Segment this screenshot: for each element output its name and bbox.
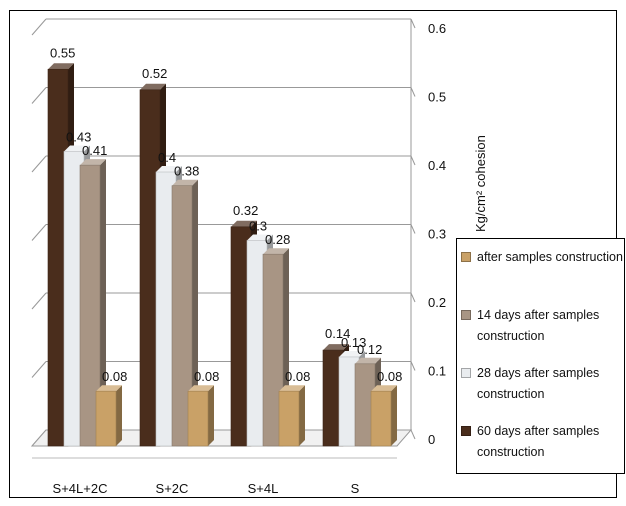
data-label: 0.55 <box>50 45 75 60</box>
gridline-tick <box>410 224 416 234</box>
x-tick-label: S+4L <box>248 481 279 496</box>
bar-top <box>231 220 257 227</box>
data-label: 0.52 <box>142 66 167 81</box>
gridline-edge <box>31 361 47 378</box>
legend-label: after samples construction <box>477 250 623 264</box>
bar-top <box>339 350 365 357</box>
bar <box>187 390 209 447</box>
bar-side <box>391 385 397 446</box>
bar-top <box>140 83 166 90</box>
data-label: 0.4 <box>158 150 176 165</box>
legend-swatch <box>461 252 471 262</box>
legend-label: 60 days after samples construction <box>477 424 600 459</box>
bar-top <box>355 357 381 364</box>
legend-label: 28 days after samples construction <box>477 366 600 401</box>
bar-top <box>48 63 74 70</box>
bar-top <box>64 145 90 152</box>
legend-item: 60 days after samples construction <box>461 421 624 463</box>
gridline-tick <box>410 429 416 440</box>
bar <box>370 390 392 447</box>
legend-label: 14 days after samples construction <box>477 308 600 343</box>
bar-top <box>188 385 214 392</box>
y-tick-label: 0.3 <box>428 227 446 242</box>
data-label: 0.41 <box>82 143 107 158</box>
bar-top <box>96 385 122 392</box>
legend-item: 28 days after samples construction <box>461 363 624 405</box>
y-tick-label: 0.5 <box>428 90 446 105</box>
legend-item: 14 days after samples construction <box>461 305 624 347</box>
y-tick-label: 0.4 <box>428 158 446 173</box>
data-label: 0.08 <box>377 369 402 384</box>
gridline-tick <box>410 87 416 97</box>
data-label: 0.43 <box>66 129 91 144</box>
gridline-edge <box>31 155 47 173</box>
bar <box>79 164 101 447</box>
bar-top <box>263 248 289 255</box>
y-tick-label: 0 <box>428 432 435 447</box>
y-axis-title: Kg/cm² cohesion <box>473 135 488 232</box>
bar-top <box>371 385 397 392</box>
data-label: 0.32 <box>233 203 258 218</box>
legend-item: after samples construction <box>461 247 623 268</box>
bar-side <box>192 179 198 446</box>
data-label: 0.08 <box>102 369 127 384</box>
gridline-tick <box>410 18 416 29</box>
bar-top <box>247 234 273 241</box>
x-tick-label: S+2C <box>156 481 189 496</box>
bar <box>262 253 284 447</box>
bar <box>171 185 193 447</box>
gridline-edge <box>31 18 47 36</box>
bar <box>95 390 117 447</box>
y-tick-label: 0.6 <box>428 21 446 36</box>
data-label: 0.13 <box>341 335 366 350</box>
x-tick-label: S+4L+2C <box>53 481 108 496</box>
gridline-edge <box>31 224 47 241</box>
data-label: 0.14 <box>325 326 350 341</box>
gridline-tick <box>410 361 416 371</box>
gridline-edge <box>31 292 47 310</box>
bar-top <box>172 179 198 186</box>
legend-swatch <box>461 426 471 436</box>
data-label: 0.28 <box>265 232 290 247</box>
gridline-edge <box>31 87 47 104</box>
bar-top <box>323 344 349 351</box>
data-label: 0.08 <box>194 369 219 384</box>
bar <box>278 390 300 447</box>
bar-side <box>100 159 106 446</box>
data-label: 0.08 <box>285 369 310 384</box>
bar-side <box>299 385 305 446</box>
gridline-tick <box>410 292 416 303</box>
x-tick-label: S <box>351 481 360 496</box>
data-label: 0.38 <box>174 164 199 179</box>
y-tick-label: 0.2 <box>428 295 446 310</box>
legend-swatch <box>461 310 471 320</box>
data-label: 0.12 <box>357 342 382 357</box>
bar-top <box>279 385 305 392</box>
bar-side <box>116 385 122 446</box>
gridline-tick <box>410 155 416 166</box>
bar-top <box>80 159 106 166</box>
bar-side <box>208 385 214 446</box>
bar-top <box>156 166 182 172</box>
legend: after samples construction 14 days after … <box>456 238 625 474</box>
data-label: 0.3 <box>249 219 267 234</box>
y-tick-label: 0.1 <box>428 364 446 379</box>
legend-swatch <box>461 368 471 378</box>
